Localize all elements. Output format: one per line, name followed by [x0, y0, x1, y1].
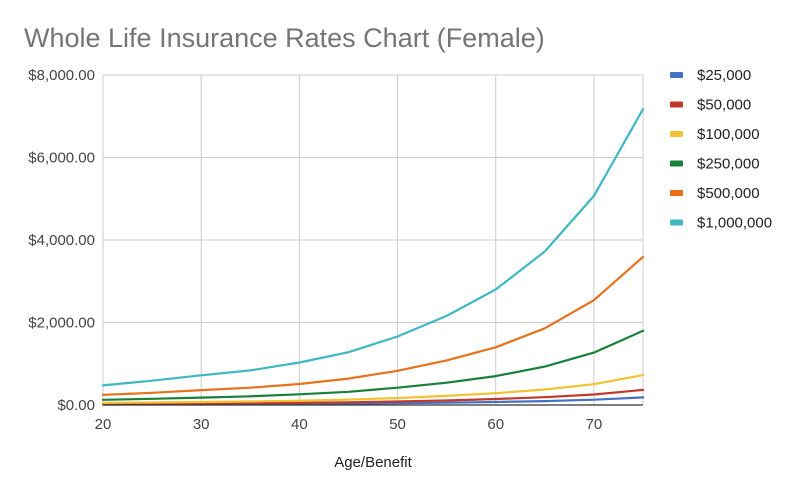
legend-swatch: [670, 131, 683, 137]
axis-layer: $0.00 $2,000.00 $4,000.00 $6,000.00 $8,000.0…: [28, 67, 643, 433]
series-line: [101, 388, 645, 406]
x-axis-title: Age/Benefit: [334, 454, 412, 471]
x-tick-label: 60: [487, 416, 504, 433]
grid-layer: [102, 74, 644, 405]
y-tick-label: $6,000.00: [28, 150, 95, 167]
series-line: [101, 374, 645, 404]
y-tick-label: $2,000.00: [28, 315, 95, 332]
legend-label: $1,000,000: [697, 215, 772, 232]
legend-label: $50,000: [697, 97, 751, 114]
x-tick-label: 70: [586, 416, 603, 433]
legend: $25,000 $50,000 $100,000 $250,000 $500,000 $1…: [670, 67, 772, 232]
series-line: [101, 108, 645, 387]
series-line: [101, 255, 645, 396]
legend-label: $25,000: [697, 67, 751, 84]
series-layer: [101, 108, 645, 406]
legend-label: $100,000: [697, 126, 760, 143]
x-tick-label: 50: [389, 416, 406, 433]
legend-label: $500,000: [697, 185, 760, 202]
legend-swatch: [670, 72, 683, 78]
y-tick-label: $0.00: [57, 397, 95, 414]
y-tick-label: $8,000.00: [28, 67, 95, 84]
x-tick-label: 30: [193, 416, 210, 433]
x-tick-label: 20: [95, 416, 112, 433]
legend-label: $250,000: [697, 156, 760, 173]
legend-swatch: [670, 160, 683, 167]
chart-title: Whole Life Insurance Rates Chart (Female…: [24, 23, 545, 53]
legend-swatch: [670, 101, 683, 108]
y-tick-label: $4,000.00: [28, 232, 95, 249]
legend-swatch: [670, 219, 683, 226]
x-tick-label: 40: [291, 416, 308, 433]
legend-swatch: [670, 190, 683, 196]
series-line: [101, 329, 645, 401]
